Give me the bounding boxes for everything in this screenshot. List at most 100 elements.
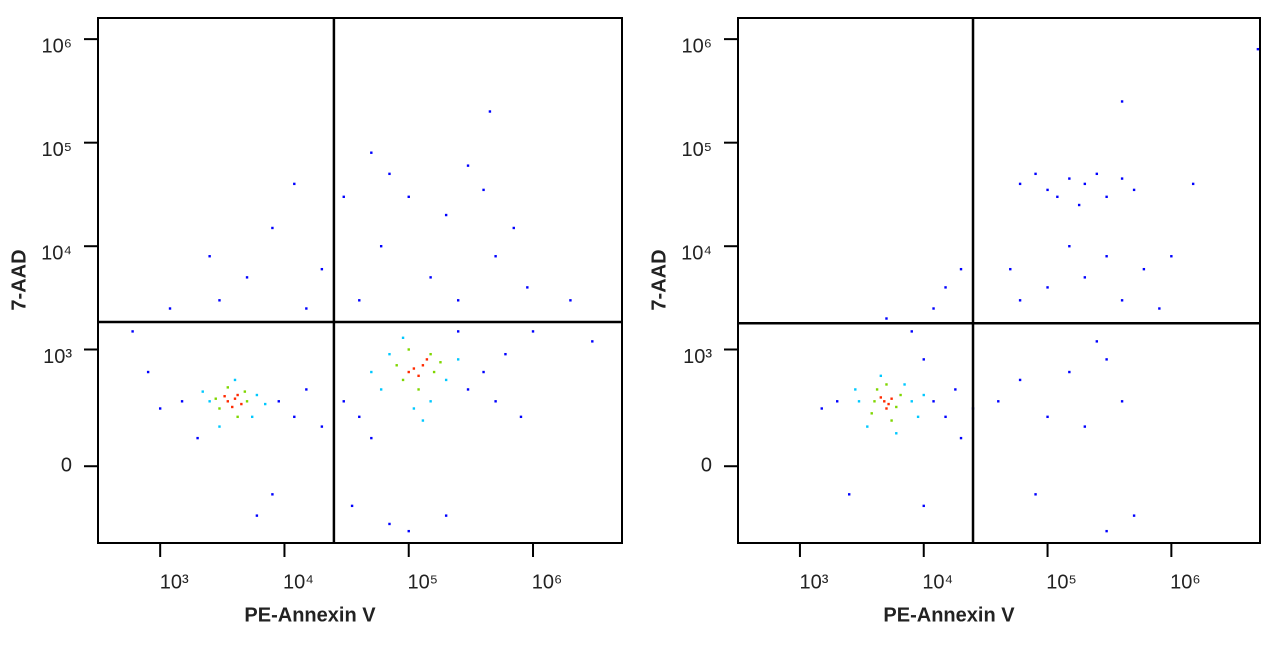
event-dot xyxy=(866,425,869,428)
event-dot xyxy=(1095,340,1099,343)
y-tick-label: 10³ xyxy=(43,346,72,368)
event-dot xyxy=(1068,370,1071,374)
event-dot xyxy=(854,388,857,391)
event-dot xyxy=(873,400,876,403)
event-dot xyxy=(903,383,906,386)
event-dot xyxy=(820,407,823,410)
event-dot xyxy=(456,330,460,333)
event-dot xyxy=(1120,299,1124,302)
event-dot xyxy=(417,388,420,391)
x-tick-label: 10⁴ xyxy=(922,571,953,593)
event-dot xyxy=(370,436,373,440)
event-dot xyxy=(944,415,947,419)
event-dot xyxy=(358,299,361,302)
event-dot xyxy=(271,493,274,496)
event-dot xyxy=(407,348,410,351)
x-tick-label: 10⁵ xyxy=(407,571,438,593)
event-dot xyxy=(890,419,893,422)
event-dot xyxy=(226,386,229,389)
event-dot xyxy=(425,358,429,361)
y-tick-label: 10⁶ xyxy=(682,35,712,57)
event-dot xyxy=(214,397,217,400)
event-dot xyxy=(208,400,211,403)
event-dot xyxy=(320,267,324,271)
event-dot xyxy=(1034,493,1037,496)
event-dot xyxy=(1018,299,1022,302)
event-dot xyxy=(401,336,405,340)
event-dot xyxy=(512,226,515,230)
event-dot xyxy=(879,396,883,399)
event-dot xyxy=(1009,267,1012,271)
event-dot xyxy=(885,407,888,410)
event-dot xyxy=(494,400,497,403)
event-dot xyxy=(1132,188,1136,192)
event-dot xyxy=(504,352,507,356)
y-tick-label: 0 xyxy=(701,455,712,477)
event-dot xyxy=(944,286,947,289)
event-dot xyxy=(916,415,920,419)
event-dot xyxy=(526,286,529,289)
event-dot xyxy=(233,378,237,382)
event-dot xyxy=(293,182,296,186)
event-dot xyxy=(293,415,296,419)
event-dot xyxy=(264,402,267,406)
event-dot xyxy=(277,400,280,403)
event-dot xyxy=(412,407,416,410)
x-tick-label: 10⁴ xyxy=(283,571,314,593)
event-dot xyxy=(233,397,237,400)
event-dot xyxy=(875,388,879,391)
event-dot xyxy=(1083,425,1087,428)
event-dot xyxy=(395,364,398,367)
event-dot xyxy=(1034,172,1037,176)
event-dot xyxy=(218,299,221,302)
event-dot xyxy=(887,402,890,406)
event-dot xyxy=(146,370,150,374)
event-dot xyxy=(407,370,410,374)
event-dot xyxy=(350,504,354,508)
event-dot xyxy=(848,493,851,496)
event-dot xyxy=(879,374,883,378)
y-tick-label: 10⁶ xyxy=(42,35,72,57)
event-dot xyxy=(255,514,259,517)
plot-frame xyxy=(737,17,1261,544)
event-dot xyxy=(158,407,162,410)
y-axis-title: 7-AAD xyxy=(648,249,670,310)
event-dot xyxy=(1095,172,1099,176)
event-dot xyxy=(1170,255,1173,258)
event-dot xyxy=(342,400,345,403)
event-dot xyxy=(1046,286,1049,289)
x-axis-title: PE-Annexin V xyxy=(883,604,1015,626)
event-dot xyxy=(569,299,572,302)
event-dot xyxy=(245,276,249,279)
event-dot xyxy=(494,255,497,258)
event-dot xyxy=(1083,182,1087,186)
event-dot xyxy=(1068,245,1071,248)
event-dot xyxy=(466,388,470,391)
event-dot xyxy=(1105,529,1108,533)
event-dot xyxy=(444,378,448,382)
event-dot xyxy=(1046,188,1049,192)
event-dot xyxy=(305,388,308,391)
event-dot xyxy=(421,364,425,367)
event-dot xyxy=(388,352,391,356)
event-dot xyxy=(245,400,249,403)
event-dot xyxy=(201,390,204,393)
event-dot xyxy=(305,307,308,310)
event-dot xyxy=(388,172,391,176)
event-dot xyxy=(429,400,432,403)
y-tick-label: 10⁴ xyxy=(681,242,712,264)
event-dot xyxy=(1068,177,1071,180)
event-dot xyxy=(379,388,383,391)
event-dot xyxy=(1105,358,1108,361)
y-tick-label: 0 xyxy=(61,455,72,477)
event-dot xyxy=(444,514,448,517)
y-tick-label: 10⁵ xyxy=(41,139,72,161)
event-dot xyxy=(836,400,839,403)
event-dot xyxy=(131,330,134,333)
event-dot xyxy=(482,370,485,374)
event-dot xyxy=(417,374,420,378)
event-dot xyxy=(1191,182,1195,186)
event-dot xyxy=(180,400,184,403)
event-dot xyxy=(168,307,172,310)
